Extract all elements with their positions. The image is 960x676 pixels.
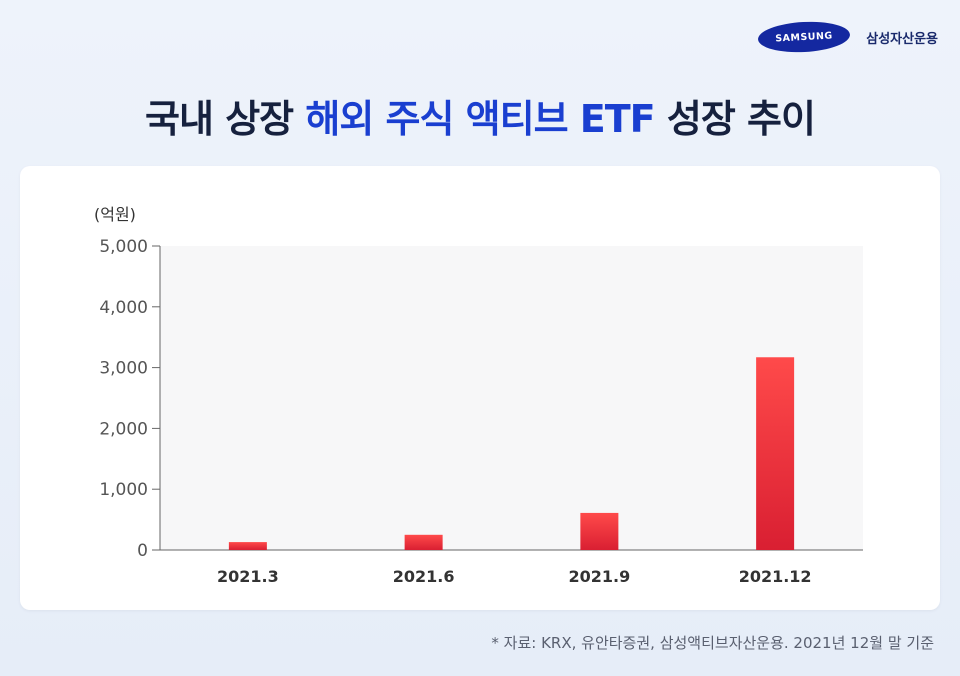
bar-chart: 0 1,000 2,000 3,000 4,000 5,000 2021.3 2021.6 20… xyxy=(94,205,863,586)
y-tick-label: 5,000 xyxy=(99,237,148,257)
x-tick-label: 2021.6 xyxy=(393,567,455,586)
page-title: 국내 상장 해외 주식 액티브 ETF 성장 추이 xyxy=(0,88,960,143)
title-part2: 해외 주식 액티브 xyxy=(305,97,568,141)
y-tick-label: 1,000 xyxy=(99,480,148,500)
title-part4: 성장 추이 xyxy=(666,97,816,141)
x-tick-label: 2021.9 xyxy=(569,567,631,586)
y-tick-label: 2,000 xyxy=(99,419,148,439)
chart-card: 0 1,000 2,000 3,000 4,000 5,000 2021.3 2021.6 20… xyxy=(20,166,940,610)
brand-name: 삼성자산운용 xyxy=(866,31,938,47)
y-tick-label: 3,000 xyxy=(99,359,148,379)
bar xyxy=(580,512,619,550)
bar xyxy=(756,357,795,550)
bar xyxy=(404,534,443,550)
source-footnote: * 자료: KRX, 유안타증권, 삼성액티브자산운용. 2021년 12월 말… xyxy=(491,634,934,652)
y-tick-label: 4,000 xyxy=(99,298,148,318)
plot-background xyxy=(160,246,863,550)
brand: SAMSUNG 삼성자산운용 xyxy=(757,19,938,55)
bar xyxy=(228,542,267,550)
x-tick-label: 2021.3 xyxy=(217,567,279,586)
title-part1: 국내 상장 xyxy=(145,97,294,141)
y-tick-label: 0 xyxy=(137,541,148,561)
y-unit-label: (억원) xyxy=(94,205,136,224)
samsung-logo: SAMSUNG xyxy=(757,19,851,55)
x-tick-label: 2021.12 xyxy=(739,567,812,586)
title-part3: ETF xyxy=(579,97,656,141)
